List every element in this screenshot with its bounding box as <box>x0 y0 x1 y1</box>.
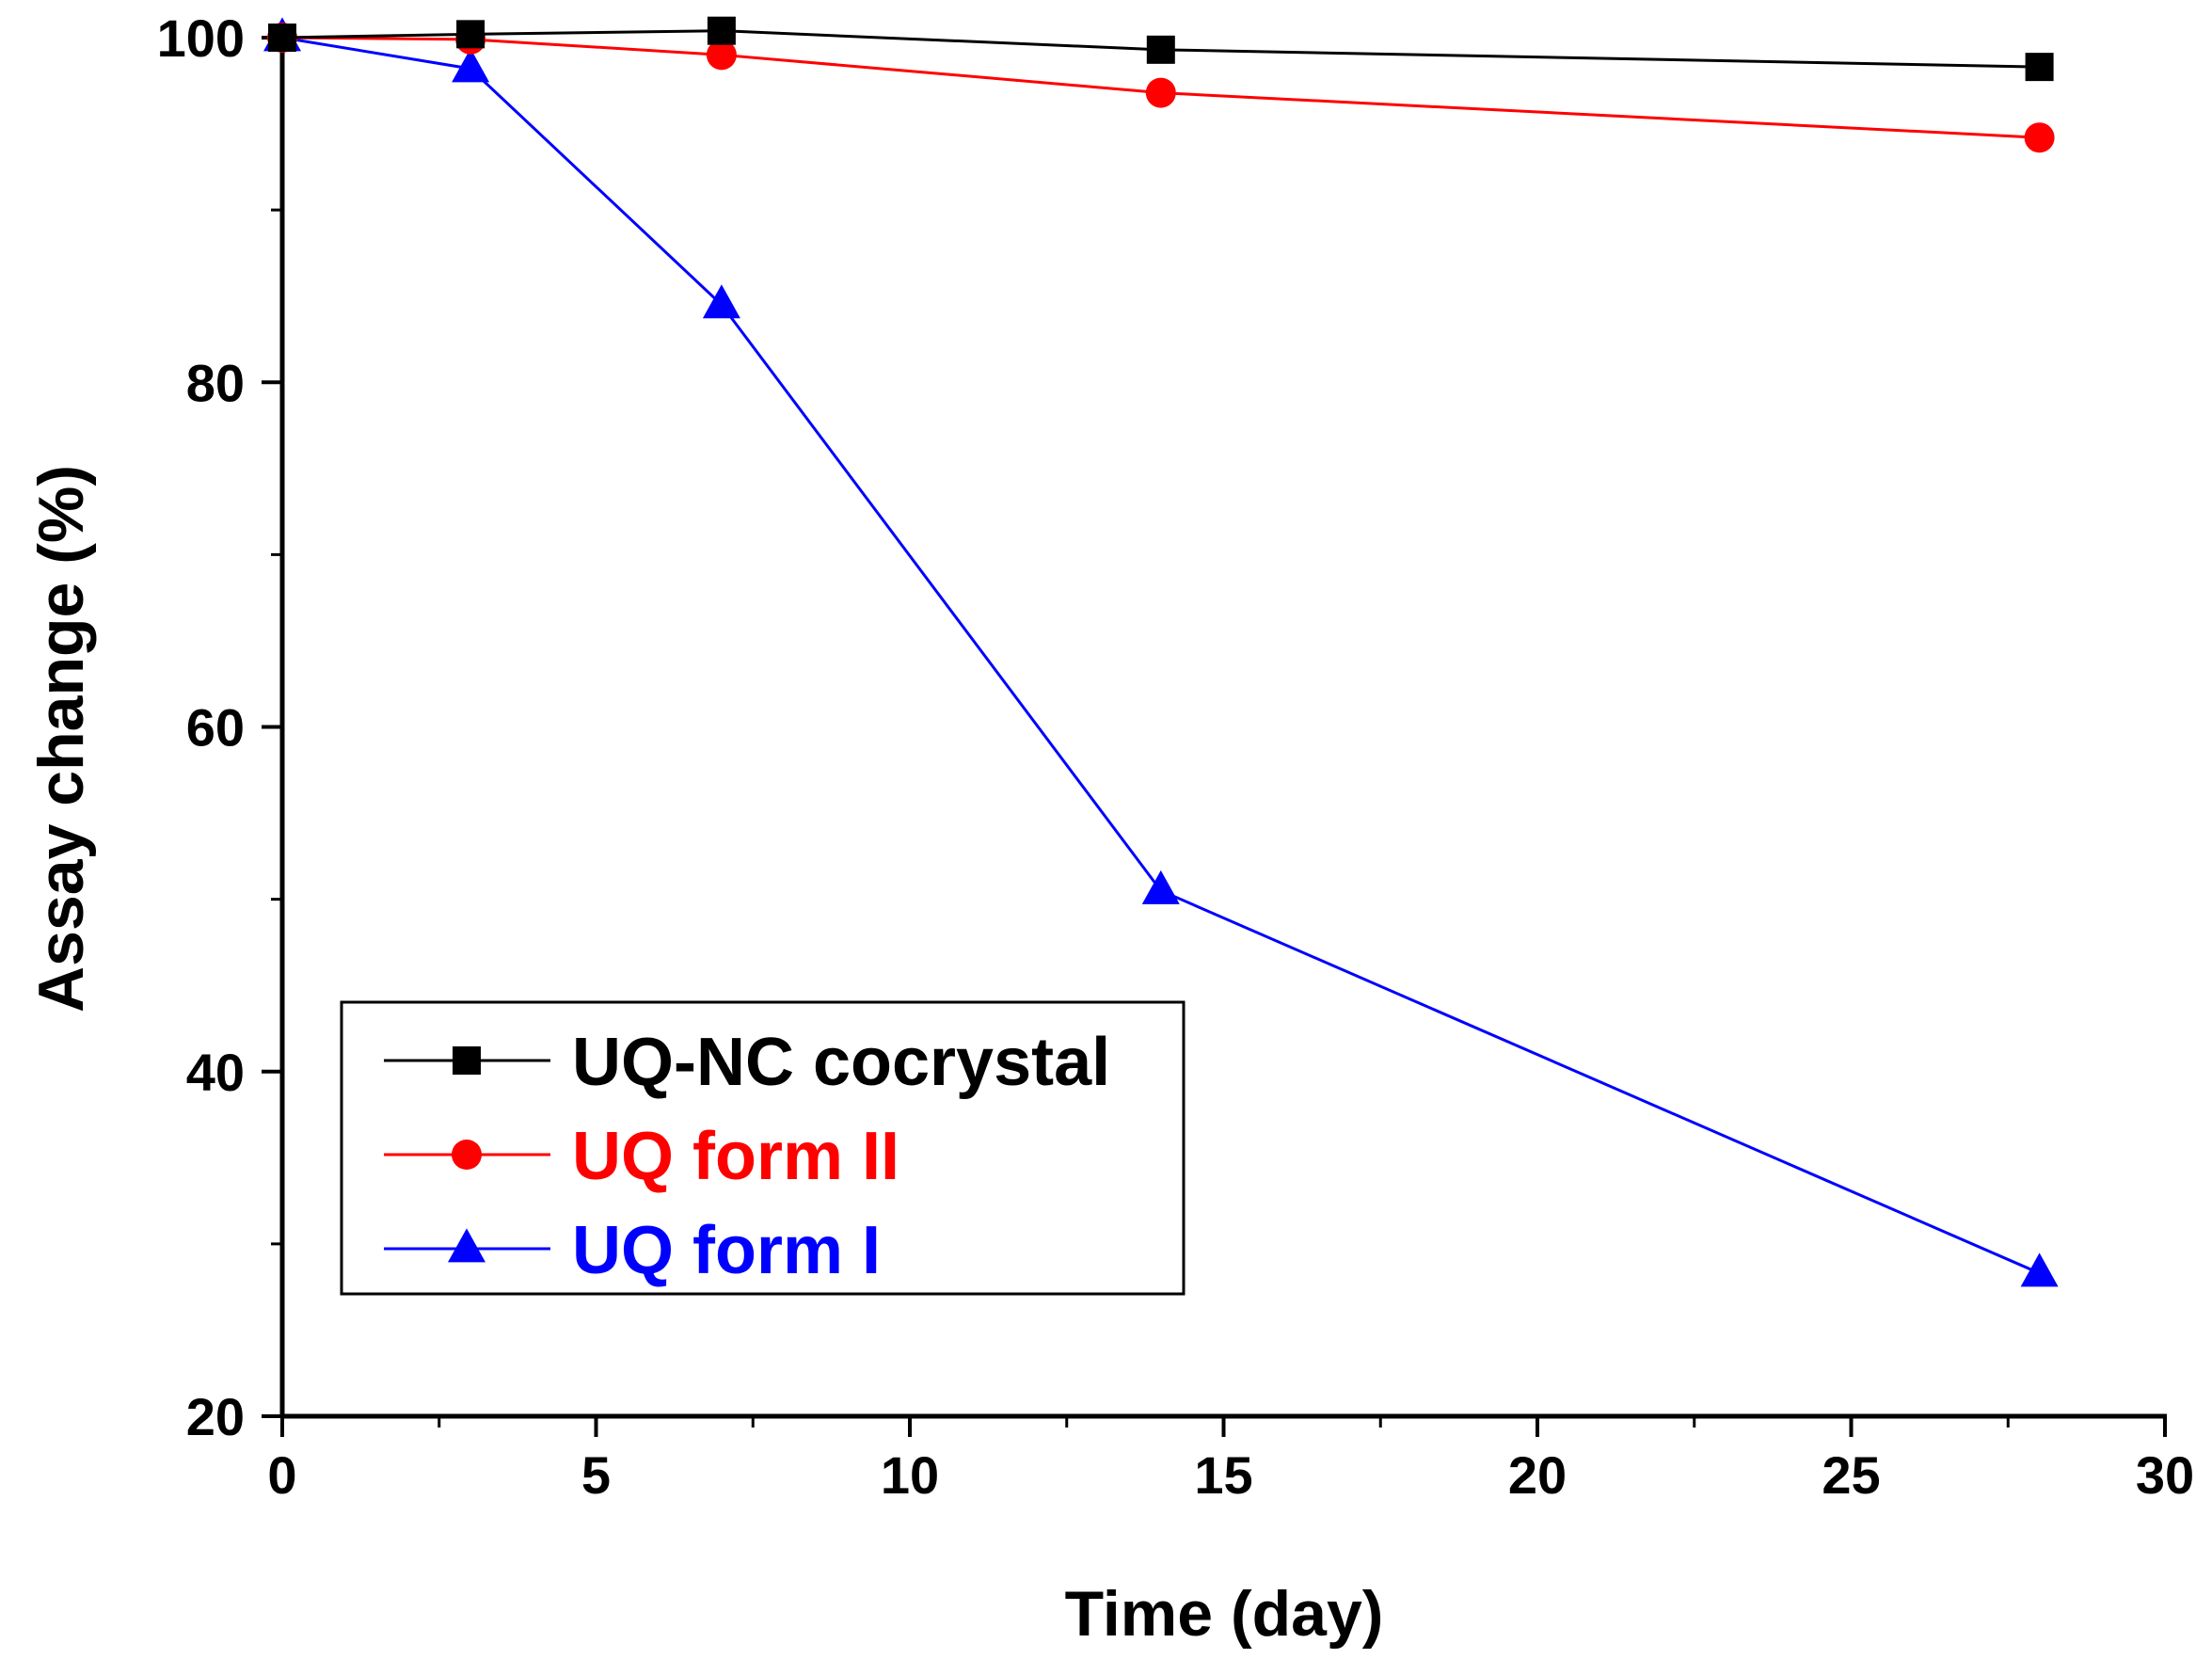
y-tick-label: 20 <box>186 1387 245 1446</box>
data-point <box>2025 53 2054 82</box>
y-tick-label: 60 <box>186 698 245 758</box>
legend-label: UQ form II <box>572 1119 899 1194</box>
legend-marker <box>448 1228 485 1263</box>
legend-label: UQ-NC cocrystal <box>572 1025 1110 1100</box>
legend: UQ-NC cocrystal UQ form II UQ form I <box>340 1000 1186 1296</box>
data-point <box>1145 77 1176 108</box>
y-tick-label: 40 <box>186 1043 245 1102</box>
y-tick-label: 100 <box>157 8 245 68</box>
x-axis-title: Time (day) <box>1065 1578 1384 1650</box>
data-point <box>702 284 740 319</box>
x-tick-label: 30 <box>2136 1445 2194 1505</box>
legend-marker <box>452 1140 482 1170</box>
y-tick-label: 80 <box>186 353 245 412</box>
legend-box <box>340 1000 1186 1296</box>
x-tick-label: 15 <box>1194 1445 1252 1505</box>
data-point <box>707 16 736 45</box>
series-square <box>268 16 2054 82</box>
legend-item: UQ-NC cocrystal <box>384 1025 1110 1100</box>
data-point <box>1146 35 1175 64</box>
legend-marker <box>453 1046 481 1075</box>
legend-item: UQ form II <box>384 1119 899 1194</box>
y-axis-title: Assay change (%) <box>25 465 97 1013</box>
x-tick-label: 10 <box>881 1445 939 1505</box>
x-tick-label: 25 <box>1822 1445 1880 1505</box>
data-point <box>1141 869 1180 904</box>
x-tick-label: 5 <box>581 1445 611 1505</box>
x-tick-label: 20 <box>1508 1445 1567 1505</box>
legend-label: UQ form I <box>572 1213 881 1288</box>
axes: 0 5 10 15 20 25 30 20 40 60 80 100 <box>157 8 2195 1505</box>
data-point <box>452 48 490 83</box>
series-layer <box>263 16 2059 1287</box>
data-point <box>706 40 737 71</box>
data-point <box>2024 122 2055 153</box>
legend-item: UQ form I <box>384 1213 881 1288</box>
x-tick-label: 0 <box>267 1445 296 1505</box>
data-point <box>2020 1252 2059 1287</box>
data-point <box>456 20 485 49</box>
data-point <box>268 24 296 52</box>
